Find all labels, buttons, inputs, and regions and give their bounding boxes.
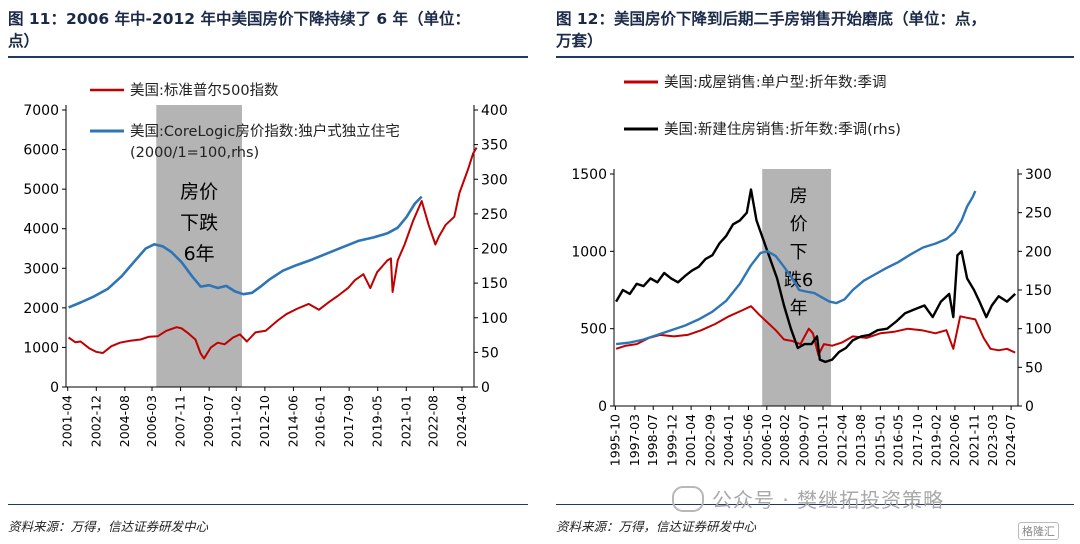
x-tick-label: 2004-01 bbox=[721, 414, 736, 466]
x-tick-label: 2014-06 bbox=[285, 395, 300, 447]
x-tick-label: 2021-11 bbox=[966, 414, 981, 466]
right-source-rule bbox=[556, 504, 1074, 505]
x-tick-label: 2024-04 bbox=[454, 395, 469, 447]
x-tick-label: 1998-07 bbox=[645, 414, 660, 466]
left-y-tick-label: 2000 bbox=[23, 301, 59, 317]
x-tick-label: 2019-05 bbox=[370, 395, 385, 447]
right-y-tick-label: 0 bbox=[1025, 399, 1034, 415]
left-y-tick-label: 500 bbox=[580, 322, 607, 338]
x-tick-label: 2004-08 bbox=[117, 395, 132, 447]
right-y-tick-label: 250 bbox=[1025, 206, 1052, 222]
right-y-tick-label: 100 bbox=[1025, 322, 1052, 338]
left-title-rule bbox=[8, 56, 528, 58]
shaded-region-label: 下跌 bbox=[180, 212, 218, 234]
series-line-2 bbox=[68, 195, 423, 309]
right-chart-title-line1: 图 12：美国房价下降到后期二手房销售开始磨底（单位：点， bbox=[556, 10, 986, 28]
left-y-tick-label: 1000 bbox=[23, 340, 59, 356]
right-y-tick-label: 150 bbox=[481, 276, 508, 292]
x-tick-label: 2002-12 bbox=[88, 395, 103, 447]
right-y-tick-label: 150 bbox=[1025, 283, 1052, 299]
left-y-tick-label: 5000 bbox=[23, 182, 59, 198]
shaded-region-label: 房 bbox=[790, 186, 808, 207]
x-tick-label: 2009-07 bbox=[201, 395, 216, 447]
series-line-3 bbox=[615, 190, 977, 346]
legend-label-1: 美国:标准普尔500指数 bbox=[130, 82, 279, 99]
right-y-tick-label: 250 bbox=[481, 207, 508, 223]
left-source-note: 资料来源：万得，信达证券研发中心 bbox=[8, 519, 209, 534]
legend-label-2: 美国:新建住房销售:折年数:季调(rhs) bbox=[664, 121, 901, 138]
right-y-tick-label: 50 bbox=[481, 345, 499, 361]
right-y-tick-label: 200 bbox=[481, 242, 508, 258]
x-tick-label: 2012-10 bbox=[257, 395, 272, 447]
x-tick-label: 2022-08 bbox=[425, 395, 440, 447]
x-tick-label: 2017-09 bbox=[341, 395, 356, 447]
x-tick-label: 2005-06 bbox=[740, 414, 755, 466]
x-tick-label: 2011-02 bbox=[228, 395, 243, 447]
right-source-note: 资料来源：万得，信达证券研发中心 bbox=[556, 519, 757, 534]
series-line-1 bbox=[68, 147, 478, 360]
legend-label-2: (2000/1=100,rhs) bbox=[130, 145, 259, 161]
right-y-tick-label: 350 bbox=[481, 138, 508, 154]
x-tick-label: 2006-03 bbox=[144, 395, 159, 447]
watermark-badge: 格隆汇 bbox=[1018, 522, 1059, 540]
left-y-tick-label: 4000 bbox=[23, 222, 59, 238]
x-tick-label: 2001-04 bbox=[60, 395, 75, 447]
left-y-tick-label: 1500 bbox=[571, 167, 607, 183]
right-y-tick-label: 0 bbox=[481, 380, 490, 396]
left-y-tick-label: 1000 bbox=[571, 244, 607, 260]
x-tick-label: 2015-01 bbox=[872, 414, 887, 466]
left-chart-title-line2: 点） bbox=[8, 32, 40, 50]
x-tick-label: 2024-07 bbox=[1003, 414, 1018, 466]
left-source-rule bbox=[8, 504, 528, 505]
x-tick-label: 1995-10 bbox=[607, 414, 622, 466]
x-tick-label: 2016-01 bbox=[313, 395, 328, 447]
x-tick-label: 2021-01 bbox=[398, 395, 413, 447]
left-chart-title-line1: 图 11：2006 年中-2012 年中美国房价下降持续了 6 年（单位： bbox=[8, 10, 471, 28]
shaded-region-label: 6年 bbox=[184, 243, 215, 265]
x-tick-label: 2019-02 bbox=[929, 414, 944, 466]
x-tick-label: 2008-02 bbox=[777, 414, 792, 466]
right-chart: 房价下跌6年0500100015000501001502002503001995… bbox=[571, 74, 1052, 466]
shaded-region-label: 年 bbox=[790, 298, 808, 319]
right-title-rule bbox=[556, 56, 1074, 58]
x-tick-label: 2002-09 bbox=[703, 414, 718, 466]
x-tick-label: 1999-12 bbox=[665, 414, 680, 466]
x-tick-label: 2023-03 bbox=[985, 414, 1000, 466]
x-tick-label: 1997-03 bbox=[627, 414, 642, 466]
series-line-2 bbox=[615, 188, 1017, 364]
right-y-tick-label: 400 bbox=[481, 103, 508, 119]
wechat-icon bbox=[672, 486, 704, 512]
right-y-tick-label: 100 bbox=[481, 311, 508, 327]
shaded-region-label: 房价 bbox=[180, 181, 218, 203]
right-chart-title-line2: 万套） bbox=[556, 32, 603, 50]
legend-label-1: 美国:成屋销售:单户型:折年数:季调 bbox=[664, 74, 887, 91]
x-tick-label: 2012-04 bbox=[834, 414, 849, 466]
x-tick-label: 2010-11 bbox=[815, 414, 830, 466]
legend-label-2: 美国:CoreLogic房价指数:独户式独立住宅 bbox=[130, 123, 400, 140]
x-tick-label: 2009-07 bbox=[797, 414, 812, 466]
right-y-tick-label: 300 bbox=[481, 172, 508, 188]
watermark-text: 公众号 · 樊继拓投资策略 bbox=[712, 488, 945, 512]
shaded-region bbox=[156, 105, 242, 387]
left-y-tick-label: 6000 bbox=[23, 143, 59, 159]
x-tick-label: 2016-05 bbox=[891, 414, 906, 466]
x-tick-label: 2006-10 bbox=[759, 414, 774, 466]
left-y-tick-label: 0 bbox=[50, 380, 59, 396]
shaded-region-label: 下 bbox=[790, 242, 808, 263]
right-y-tick-label: 300 bbox=[1025, 167, 1052, 183]
left-y-tick-label: 7000 bbox=[23, 103, 59, 119]
x-tick-label: 2007-11 bbox=[173, 395, 188, 447]
left-y-tick-label: 3000 bbox=[23, 261, 59, 277]
x-tick-label: 2001-04 bbox=[683, 414, 698, 466]
left-y-tick-label: 0 bbox=[598, 399, 607, 415]
right-y-tick-label: 200 bbox=[1025, 244, 1052, 260]
x-tick-label: 2017-10 bbox=[910, 414, 925, 466]
shaded-region-label: 价 bbox=[790, 214, 808, 235]
right-y-tick-label: 50 bbox=[1025, 360, 1043, 376]
x-tick-label: 2013-08 bbox=[853, 414, 868, 466]
x-tick-label: 2020-06 bbox=[947, 414, 962, 466]
